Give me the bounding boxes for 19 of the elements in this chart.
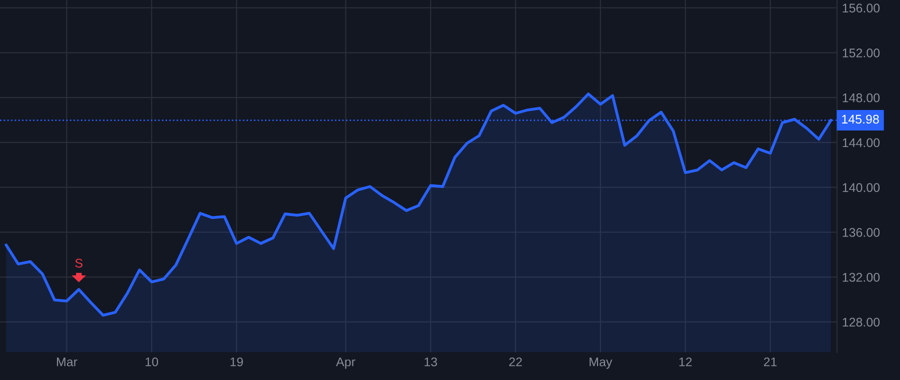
y-tick-label: 144.00 (842, 138, 880, 148)
x-tick-label: 21 (764, 357, 777, 366)
y-tick-label: 148.00 (842, 93, 880, 102)
x-tick-label: 19 (230, 357, 243, 366)
x-tick-label: Mar (56, 358, 78, 366)
y-tick-label: 156.00 (842, 4, 880, 13)
ref-line-label: 145.98 (842, 114, 879, 124)
x-tick-label: Apr (336, 358, 356, 369)
annotation: S (75, 258, 82, 268)
x-tick-label: 13 (424, 357, 438, 366)
y-tick-label: 140.00 (842, 183, 880, 192)
x-tick-label: 12 (679, 357, 692, 366)
y-tick-label: 128.00 (842, 318, 880, 327)
y-tick-label: 136.00 (842, 228, 880, 237)
y-tick-label: 132.00 (842, 272, 880, 282)
y-tick-label: 152.00 (842, 48, 880, 58)
x-tick-label: 10 (146, 357, 158, 366)
x-tick-label: 22 (509, 357, 522, 366)
x-tick-label: May (590, 358, 612, 369)
